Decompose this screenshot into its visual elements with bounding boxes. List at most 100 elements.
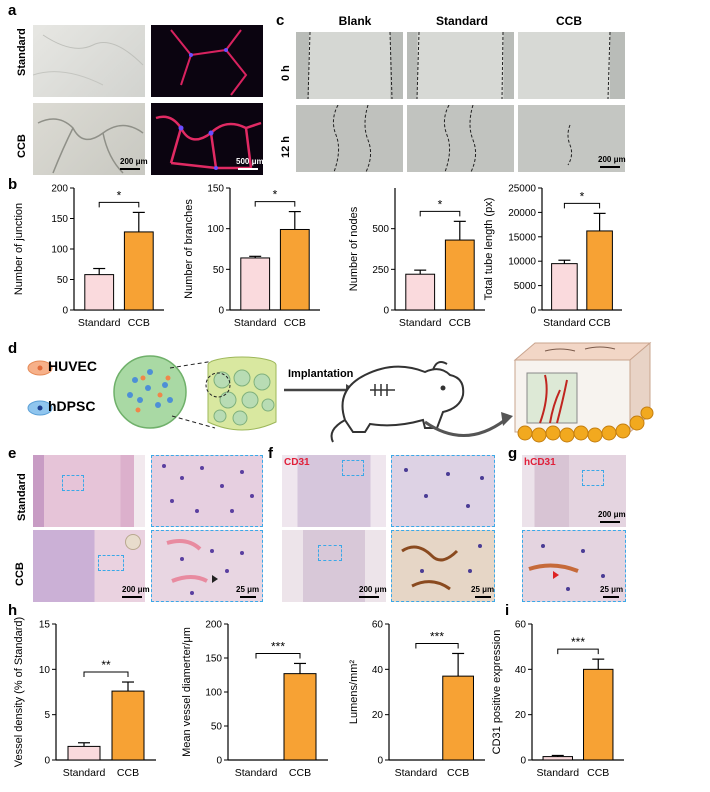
chart-h-vessel-density: Vessel density (% of Standard) 0 5 10 15 Stan… <box>13 617 156 779</box>
row-label-e-ccb: CCB <box>14 562 26 586</box>
y-tick-label: 0 <box>520 756 526 767</box>
y-tick-label: 200 <box>51 184 68 195</box>
significance-bracket <box>415 642 459 649</box>
x-tick-label: Standard <box>235 767 278 779</box>
stain-label-cd31: CD31 <box>284 457 310 468</box>
histology-he-standard <box>33 455 145 527</box>
scalebar-label-f-zoom: 25 μm <box>471 585 495 594</box>
micrograph-brightfield-ccb <box>33 103 145 175</box>
y-axis-title: CD31 positive expression <box>491 630 503 755</box>
panel-label-e: e <box>8 445 17 462</box>
scalebar-e-zoom <box>240 596 256 598</box>
row-label-standard: Standard <box>16 28 28 76</box>
scalebar-label-f-main: 200 μm <box>359 585 387 594</box>
x-tick-label: CCB <box>589 317 611 329</box>
scalebar-e-main <box>122 596 142 598</box>
bar-ccb <box>123 231 154 311</box>
scratch-image-ccb-12h <box>518 105 625 172</box>
y-tick-label: 50 <box>211 722 223 733</box>
y-tick-label: 150 <box>207 184 224 195</box>
significance-marker: *** <box>430 629 444 643</box>
ihc-cd31-standard <box>282 455 386 527</box>
chart-b-branches: Number of branches 0 50 100 150 Standard CCB * <box>183 184 320 329</box>
panel-label-i: i <box>505 602 510 619</box>
y-tick-label: 15 <box>39 620 51 631</box>
scalebar-label-a-left: 200 μm <box>120 157 148 166</box>
scratch-image-blank-12h <box>296 105 403 172</box>
y-tick-label: 50 <box>57 275 69 286</box>
ihc-cd31-ccb <box>282 530 386 602</box>
zoom-box-g-standard <box>582 470 604 486</box>
significance-bracket <box>98 201 140 208</box>
x-tick-label: CCB <box>284 317 306 329</box>
bar-standard <box>405 273 436 311</box>
row-label-12h: 12 h <box>280 135 292 158</box>
bar-ccb <box>111 690 145 761</box>
significance-bracket <box>563 202 601 209</box>
y-tick-label: 100 <box>51 245 68 256</box>
scalebar-g-zoom <box>603 596 619 598</box>
y-tick-label: 5000 <box>514 281 537 292</box>
x-tick-label: Standard <box>234 317 277 329</box>
significance-marker: * <box>580 189 585 203</box>
scratch-image-standard-12h <box>407 105 514 172</box>
zoom-box-f-ccb <box>318 545 342 561</box>
significance-bracket <box>557 648 599 655</box>
column-label-ccb: CCB <box>556 14 582 28</box>
y-axis-title: Vessel density (% of Standard) <box>13 617 25 767</box>
y-axis-title: Number of branches <box>183 199 195 299</box>
histology-he-ccb <box>33 530 145 602</box>
x-tick-label: CCB <box>117 767 139 779</box>
ihc-cd31-standard-zoom <box>391 455 495 527</box>
y-tick-label: 25000 <box>508 184 536 195</box>
bar-standard <box>240 257 271 311</box>
bar-ccb <box>283 673 317 761</box>
zoom-box-e-ccb <box>98 555 124 571</box>
y-tick-label: 20 <box>372 710 384 721</box>
x-tick-label: CCB <box>447 767 469 779</box>
chart-b-tube-length: Total tube length (px) 0 5000 10000 15000 200… <box>483 184 622 329</box>
y-tick-label: 250 <box>372 265 389 276</box>
bar-standard <box>67 745 101 761</box>
y-tick-label: 200 <box>205 620 222 631</box>
x-tick-label: Standard <box>78 317 121 329</box>
micrograph-brightfield-standard <box>33 25 145 97</box>
scalebar-g-main <box>600 521 620 523</box>
mouse-illustration <box>330 361 513 443</box>
significance-marker: * <box>117 188 122 202</box>
y-tick-label: 15000 <box>508 232 536 243</box>
y-tick-label: 0 <box>216 756 222 767</box>
scaffold-schematic <box>113 355 277 431</box>
scalebar-f-zoom <box>475 596 491 598</box>
x-tick-label: CCB <box>587 767 609 779</box>
x-tick-label: CCB <box>289 767 311 779</box>
y-tick-label: 50 <box>213 265 225 276</box>
scalebar-label-c: 200 μm <box>598 155 626 164</box>
significance-bracket <box>254 201 296 207</box>
scalebar-a-right <box>238 168 258 170</box>
micrograph-fluorescence-standard <box>151 25 263 97</box>
stain-label-hcd31: hCD31 <box>524 457 556 468</box>
significance-marker: ** <box>101 658 111 672</box>
row-label-0h: 0 h <box>280 65 292 81</box>
y-tick-label: 40 <box>515 665 527 676</box>
column-label-blank: Blank <box>338 14 372 28</box>
scalebar-label-e-zoom: 25 μm <box>236 585 260 594</box>
panel-label-d: d <box>8 340 18 357</box>
histology-he-standard-zoom <box>151 455 263 527</box>
bar-ccb <box>442 675 474 761</box>
scalebar-label-g-zoom: 25 μm <box>600 585 624 594</box>
bar-ccb <box>279 228 310 311</box>
scalebar-label-g-main: 200 μm <box>598 510 626 519</box>
significance-bracket <box>419 210 461 217</box>
y-axis-title: Number of junction <box>13 203 25 295</box>
y-tick-label: 5 <box>44 710 50 721</box>
x-tick-label: Standard <box>543 317 586 329</box>
y-tick-label: 40 <box>372 665 384 676</box>
y-tick-label: 500 <box>372 224 389 235</box>
scratch-image-standard-0h <box>407 32 514 99</box>
legend-hdpsc: hDPSC <box>48 398 96 414</box>
chart-h-vessel-diameter: Mean vessel diamerter/μm 0 50 100 150 200 Stan… <box>181 620 328 779</box>
y-tick-label: 100 <box>207 224 224 235</box>
micrograph-fluorescence-ccb <box>151 103 263 175</box>
